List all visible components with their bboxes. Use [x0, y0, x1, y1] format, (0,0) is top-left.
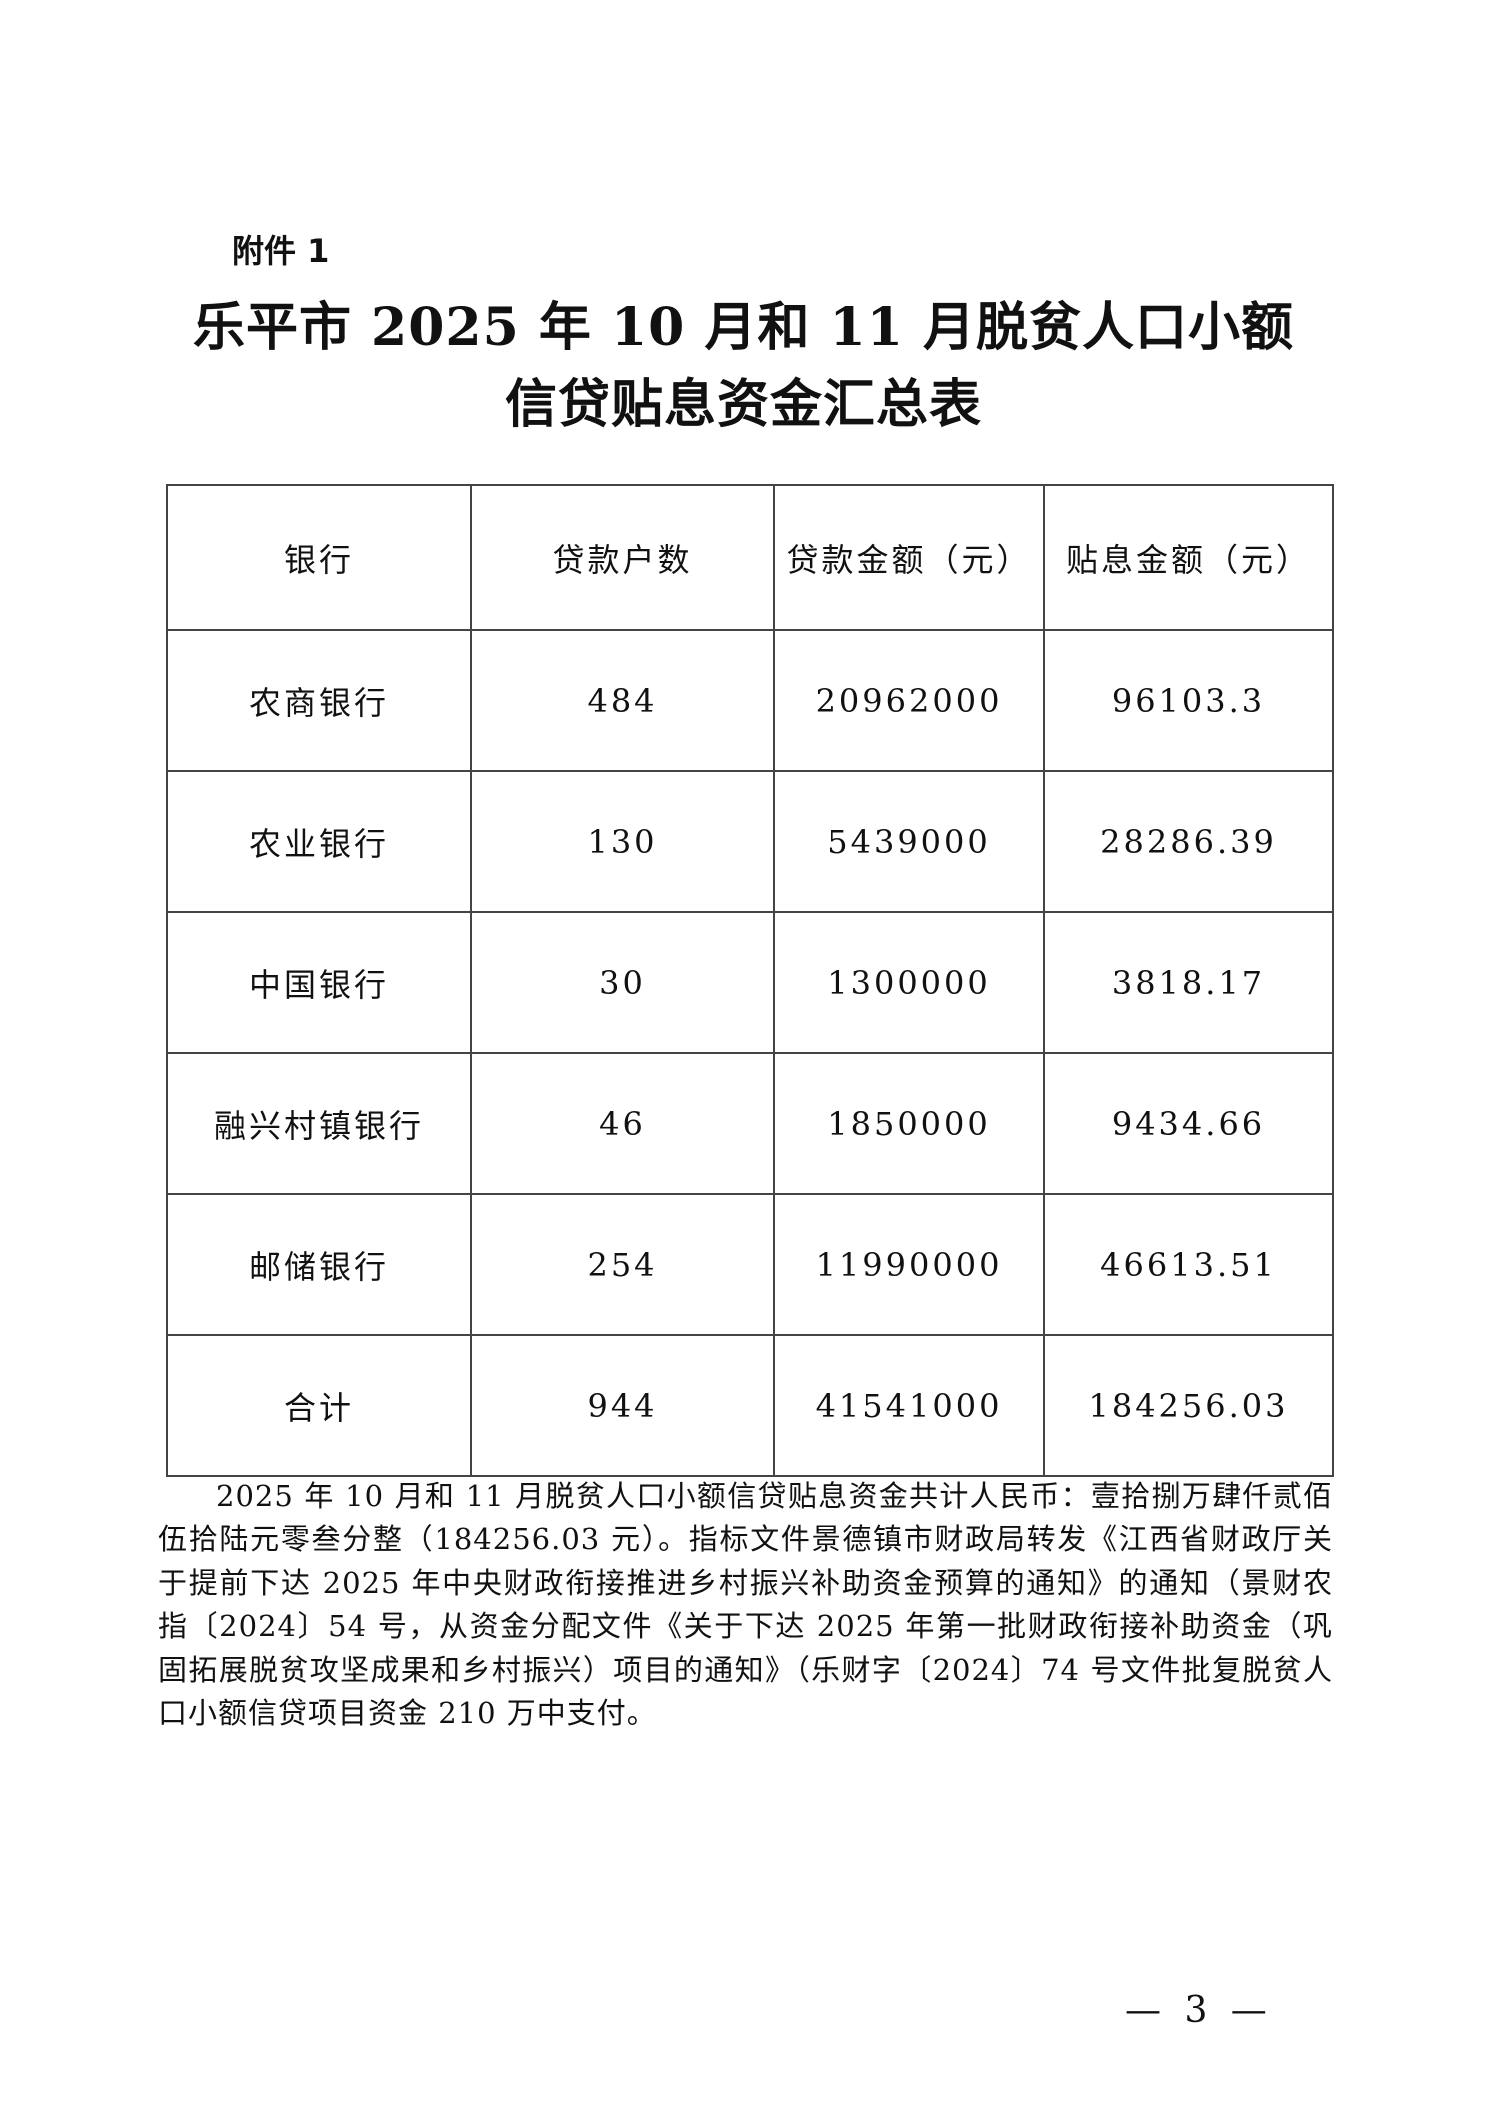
- cell-households: 46: [470, 1052, 775, 1195]
- cell-loan-amount: 1300000: [773, 911, 1045, 1054]
- summary-table: 银行 贷款户数 贷款金额（元） 贴息金额（元） 农商银行 484 2096200…: [166, 484, 1334, 1477]
- cell-loan-amount: 1850000: [773, 1052, 1045, 1195]
- table-row: 中国银行 30 1300000 3818.17: [166, 911, 1334, 1054]
- cell-households: 30: [470, 911, 775, 1054]
- cell-subsidy-amount: 28286.39: [1043, 770, 1334, 913]
- header-households: 贷款户数: [470, 484, 775, 631]
- cell-bank: 邮储银行: [166, 1193, 472, 1336]
- cell-subsidy-amount: 46613.51: [1043, 1193, 1334, 1336]
- table-row: 农商银行 484 20962000 96103.3: [166, 629, 1334, 772]
- cell-households: 484: [470, 629, 775, 772]
- cell-bank: 农业银行: [166, 770, 472, 913]
- cell-households: 130: [470, 770, 775, 913]
- cell-bank: 农商银行: [166, 629, 472, 772]
- cell-loan-amount: 5439000: [773, 770, 1045, 913]
- header-bank: 银行: [166, 484, 472, 631]
- cell-subsidy-amount: 96103.3: [1043, 629, 1334, 772]
- cell-total-loan-amount: 41541000: [773, 1334, 1045, 1477]
- table-row: 融兴村镇银行 46 1850000 9434.66: [166, 1052, 1334, 1195]
- page-title-line-2: 信贷贴息资金汇总表: [504, 374, 982, 435]
- table-row: 邮储银行 254 11990000 46613.51: [166, 1193, 1334, 1336]
- cell-total-subsidy-amount: 184256.03: [1043, 1334, 1334, 1477]
- page-number: — 3 —: [1125, 1990, 1273, 2031]
- cell-subsidy-amount: 9434.66: [1043, 1052, 1334, 1195]
- table-total-row: 合计 944 41541000 184256.03: [166, 1334, 1334, 1477]
- cell-total-label: 合计: [166, 1334, 472, 1477]
- cell-bank: 中国银行: [166, 911, 472, 1054]
- page-title-line-1: 乐平市 2025 年 10 月和 11 月脱贫人口小额: [192, 297, 1295, 358]
- cell-loan-amount: 11990000: [773, 1193, 1045, 1336]
- cell-loan-amount: 20962000: [773, 629, 1045, 772]
- cell-total-households: 944: [470, 1334, 775, 1477]
- explanatory-note: 2025 年 10 月和 11 月脱贫人口小额信贷贴息资金共计人民币：壹拾捌万肆…: [158, 1479, 1333, 1731]
- table-header-row: 银行 贷款户数 贷款金额（元） 贴息金额（元）: [166, 484, 1334, 631]
- header-subsidy-amount: 贴息金额（元）: [1043, 484, 1334, 631]
- cell-households: 254: [470, 1193, 775, 1336]
- cell-subsidy-amount: 3818.17: [1043, 911, 1334, 1054]
- cell-bank: 融兴村镇银行: [166, 1052, 472, 1195]
- table-row: 农业银行 130 5439000 28286.39: [166, 770, 1334, 913]
- header-loan-amount: 贷款金额（元）: [773, 484, 1045, 631]
- annex-label: 附件 1: [232, 232, 330, 270]
